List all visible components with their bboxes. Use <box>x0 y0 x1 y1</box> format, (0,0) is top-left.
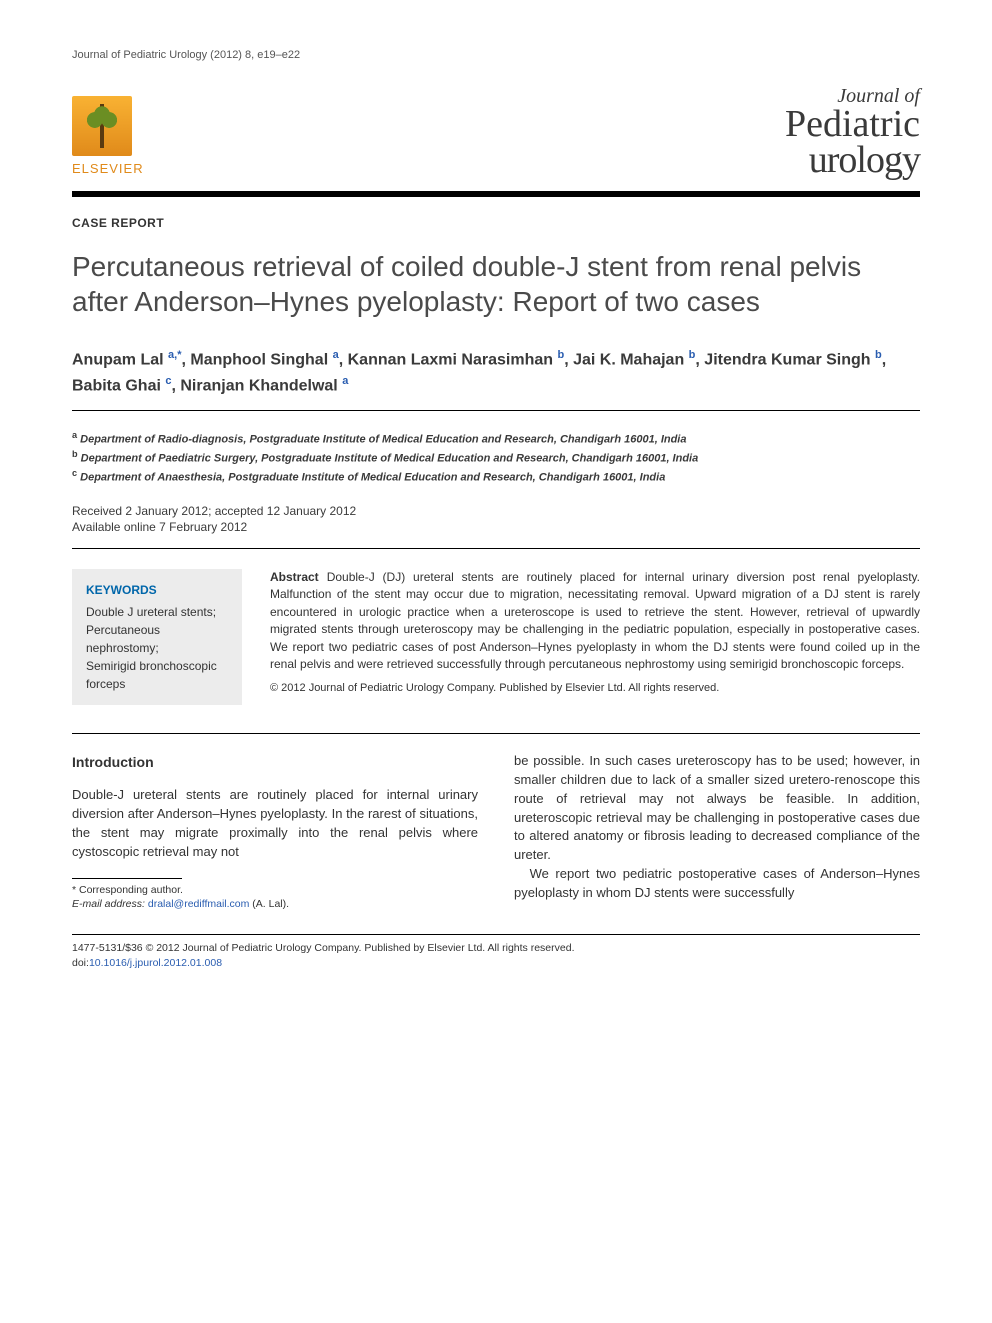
body-column-left: Introduction Double-J ureteral stents ar… <box>72 752 478 912</box>
abstract-text: Double-J (DJ) ureteral stents are routin… <box>270 570 920 671</box>
footer-doi-line: doi:10.1016/j.jpurol.2012.01.008 <box>72 956 920 971</box>
intro-paragraph-1: Double-J ureteral stents are routinely p… <box>72 786 478 861</box>
header-row: ELSEVIER Journal of Pediatric urology <box>72 87 920 178</box>
corresponding-email[interactable]: dralal@rediffmail.com <box>148 898 250 910</box>
corresponding-author-note: * Corresponding author. <box>72 883 478 898</box>
footnotes: * Corresponding author. E-mail address: … <box>72 883 478 912</box>
doi-label: doi: <box>72 957 89 969</box>
article-title: Percutaneous retrieval of coiled double-… <box>72 249 920 319</box>
authors-rule <box>72 410 920 411</box>
footer-copyright: 1477-5131/$36 © 2012 Journal of Pediatri… <box>72 941 920 956</box>
author-list: Anupam Lal a,*, Manphool Singhal a, Kann… <box>72 347 920 398</box>
journal-logo: Journal of Pediatric urology <box>785 87 920 178</box>
body-column-right: be possible. In such cases ureteroscopy … <box>514 752 920 912</box>
body-columns: Introduction Double-J ureteral stents ar… <box>72 752 920 912</box>
received-accepted-date: Received 2 January 2012; accepted 12 Jan… <box>72 503 920 520</box>
intro-paragraph-3: We report two pediatric postoperative ca… <box>514 865 920 903</box>
email-author-name: (A. Lal). <box>252 898 289 910</box>
abstract-rule <box>72 733 920 734</box>
header-rule <box>72 191 920 197</box>
footnote-rule <box>72 878 182 879</box>
journal-reference: Journal of Pediatric Urology (2012) 8, e… <box>72 48 920 63</box>
page-footer: 1477-5131/$36 © 2012 Journal of Pediatri… <box>72 941 920 970</box>
dates-rule <box>72 548 920 549</box>
email-line: E-mail address: dralal@rediffmail.com (A… <box>72 897 478 912</box>
keywords-abstract-row: KEYWORDS Double J ureteral stents;Percut… <box>72 569 920 705</box>
intro-paragraph-2: be possible. In such cases ureteroscopy … <box>514 752 920 865</box>
keywords-list: Double J ureteral stents;Percutaneous ne… <box>86 603 228 693</box>
introduction-heading: Introduction <box>72 752 478 772</box>
publisher-name: ELSEVIER <box>72 160 144 178</box>
affiliations: a Department of Radio-diagnosis, Postgra… <box>72 429 920 486</box>
elsevier-tree-icon <box>72 96 132 156</box>
article-type: CASE REPORT <box>72 215 920 232</box>
abstract-label: Abstract <box>270 570 319 584</box>
email-label: E-mail address: <box>72 898 145 910</box>
footer-rule <box>72 934 920 935</box>
article-dates: Received 2 January 2012; accepted 12 Jan… <box>72 503 920 537</box>
journal-logo-line3: urology <box>785 142 920 178</box>
available-online-date: Available online 7 February 2012 <box>72 519 920 536</box>
keywords-heading: KEYWORDS <box>86 581 228 599</box>
keywords-box: KEYWORDS Double J ureteral stents;Percut… <box>72 569 242 705</box>
abstract-column: AbstractDouble-J (DJ) ureteral stents ar… <box>270 569 920 705</box>
doi-link[interactable]: 10.1016/j.jpurol.2012.01.008 <box>89 957 222 969</box>
publisher-block: ELSEVIER <box>72 96 144 178</box>
journal-logo-line2: Pediatric <box>785 106 920 142</box>
abstract-copyright: © 2012 Journal of Pediatric Urology Comp… <box>270 681 920 697</box>
